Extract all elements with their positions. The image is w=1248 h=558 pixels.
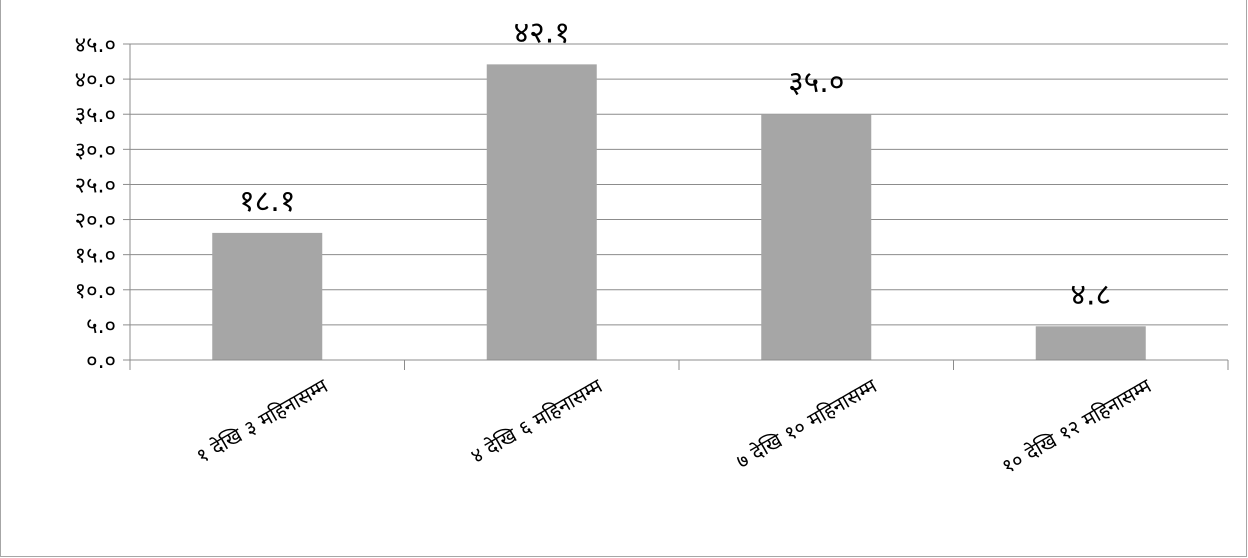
y-tick-label: ३५.० bbox=[75, 103, 116, 128]
y-tick-label: ५.० bbox=[86, 314, 116, 339]
data-label: ४२.१ bbox=[514, 15, 570, 50]
y-tick-label: ०.० bbox=[86, 349, 116, 374]
y-tick-label: ४०.० bbox=[75, 68, 116, 93]
category-label: ४ देखि ६ महिनासम्म bbox=[466, 373, 607, 468]
data-labels: १८.१ ४२.१ ३५.० ४.८ bbox=[239, 15, 1111, 312]
y-tick-label: ४५.० bbox=[75, 33, 116, 58]
category-label: ७ देखि १० महिनासम्म bbox=[732, 373, 882, 473]
y-tick-label: ३०.० bbox=[75, 138, 116, 163]
y-tick-labels: ०.० ५.० १०.० १५.० २०.० २५.० ३०.० ३५.० ४०.० ४५.० bbox=[75, 33, 116, 374]
y-tick-label: २५.० bbox=[75, 173, 116, 198]
category-label: १० देखि १२ महिनासम्म bbox=[997, 373, 1156, 478]
y-tick-label: २०.० bbox=[75, 209, 116, 234]
bar bbox=[486, 64, 597, 360]
bar bbox=[1035, 326, 1146, 360]
bars bbox=[212, 64, 1146, 360]
bar bbox=[761, 114, 872, 360]
category-labels: १ देखि ३ महिनासम्म ४ देखि ६ महिनासम्म ७ दे… bbox=[192, 373, 1156, 478]
data-label: ३५.० bbox=[788, 65, 844, 100]
axes bbox=[123, 43, 1229, 370]
data-label: १८.१ bbox=[239, 184, 295, 219]
data-label: ४.८ bbox=[1070, 277, 1111, 312]
y-tick-label: १०.० bbox=[75, 279, 116, 304]
bar bbox=[212, 232, 323, 360]
category-label: १ देखि ३ महिनासम्म bbox=[192, 373, 333, 468]
y-tick-label: १५.० bbox=[75, 244, 116, 269]
